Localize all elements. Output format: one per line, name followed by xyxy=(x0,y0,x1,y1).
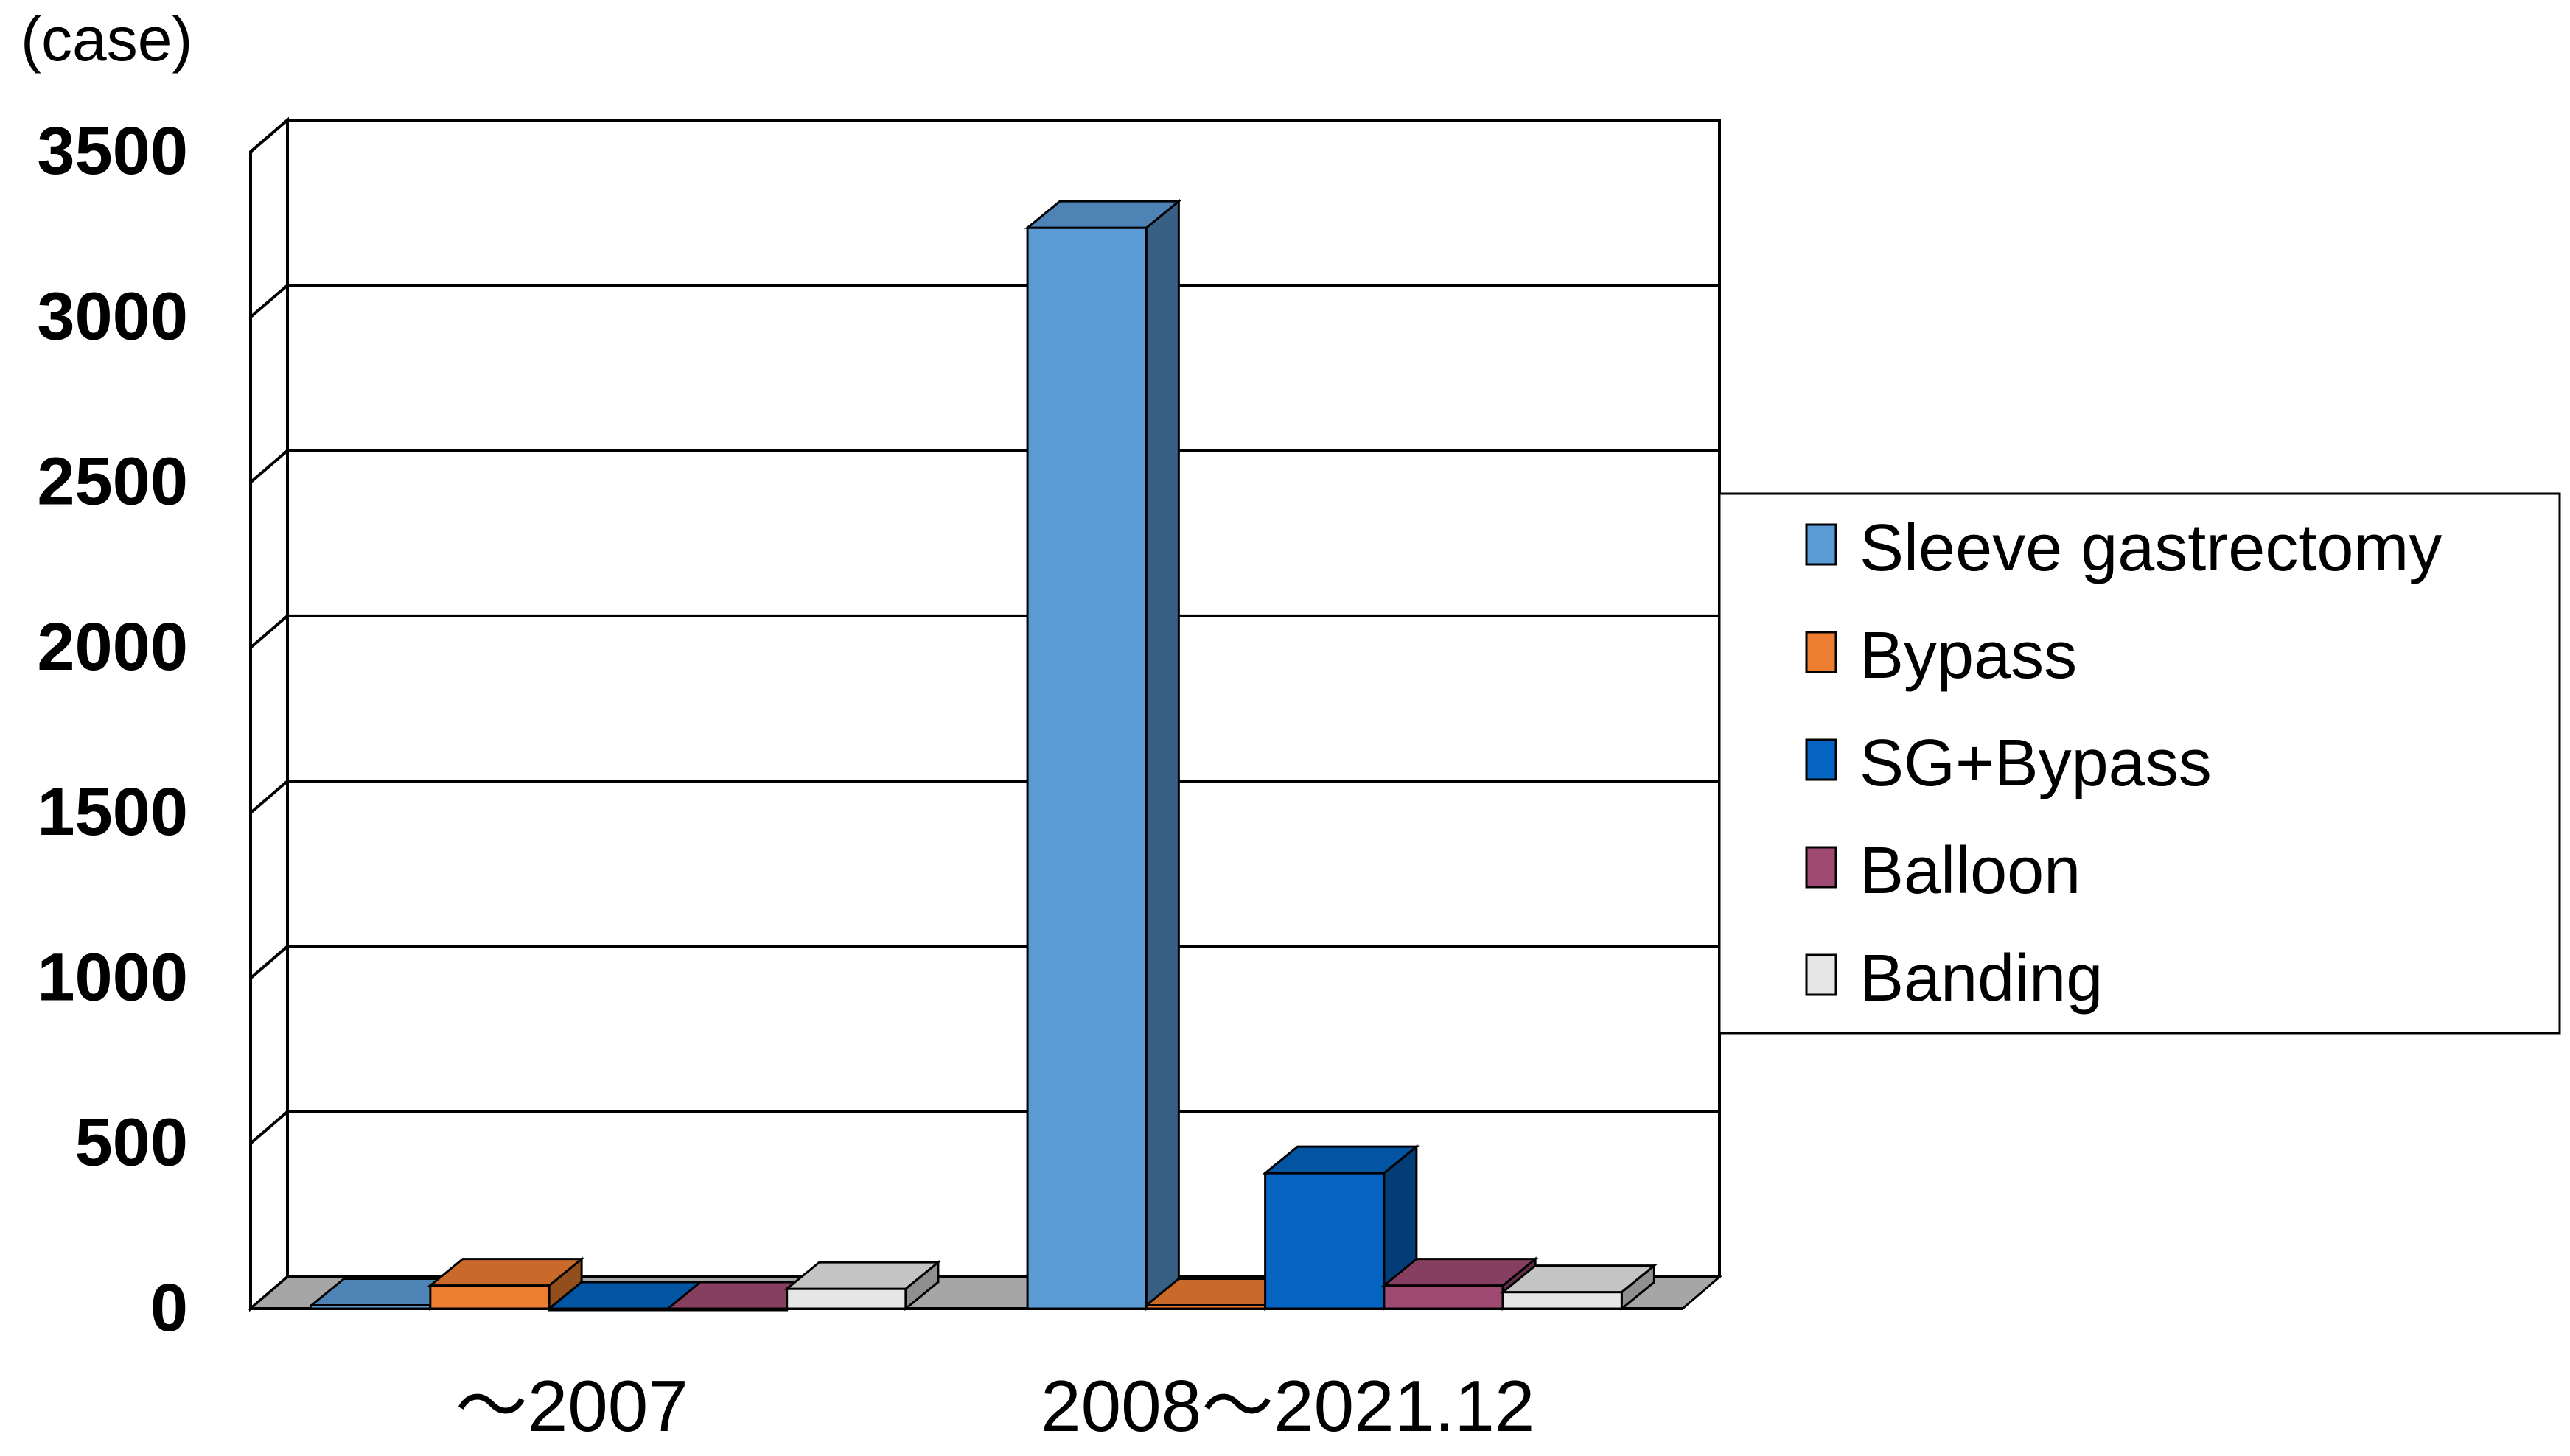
x-category-label: ～2007 xyxy=(455,1365,688,1446)
bar-front xyxy=(1501,1291,1623,1310)
bar-top xyxy=(1499,1264,1658,1294)
bar-side xyxy=(1145,199,1180,1312)
gridline xyxy=(249,119,1719,153)
bar xyxy=(1024,199,1182,1312)
gridline xyxy=(249,284,1719,318)
y-tick-label: 3500 xyxy=(37,113,188,189)
legend-box xyxy=(1718,492,2561,1035)
bar-top xyxy=(1262,1145,1420,1175)
plot-area xyxy=(249,116,1721,1312)
y-axis-unit-label: (case) xyxy=(21,4,192,74)
legend-swatch xyxy=(1805,523,1837,566)
gridline xyxy=(249,614,1719,649)
legend-label: Balloon xyxy=(1860,834,2081,908)
back-wall xyxy=(286,119,1721,1278)
y-tick-label: 3000 xyxy=(37,279,188,354)
legend-label: Banding xyxy=(1860,942,2103,1015)
bar-front xyxy=(429,1284,551,1310)
bar xyxy=(1262,1144,1420,1312)
gridline xyxy=(249,945,1719,979)
bar-front xyxy=(1383,1284,1504,1310)
legend-label: Sleeve gastrectomy xyxy=(1860,511,2442,585)
y-tick-label: 0 xyxy=(150,1270,188,1345)
gridline xyxy=(249,449,1719,484)
legend-label: Bypass xyxy=(1860,619,2077,693)
bars xyxy=(308,199,1658,1312)
legend-swatch xyxy=(1805,953,1837,996)
y-tick-label: 500 xyxy=(75,1105,189,1180)
y-tick-label: 2000 xyxy=(37,609,188,685)
gridline xyxy=(249,1110,1719,1145)
x-axis: ～2007 2008～2021.12 xyxy=(455,1365,1535,1446)
gridline xyxy=(249,780,1719,814)
legend-swatch xyxy=(1805,631,1837,673)
legend-label: SG+Bypass xyxy=(1860,727,2212,800)
bar-front xyxy=(786,1287,907,1310)
bar-top xyxy=(1380,1258,1539,1287)
y-tick-label: 1000 xyxy=(37,939,188,1015)
bar xyxy=(783,1259,942,1312)
legend-swatch xyxy=(1805,846,1837,889)
x-category-label: 2008～2021.12 xyxy=(1041,1365,1534,1446)
y-tick-label: 1500 xyxy=(37,774,188,850)
bar-front xyxy=(1264,1172,1386,1310)
bar xyxy=(1499,1263,1658,1312)
bar xyxy=(427,1256,585,1312)
y-axis: 0 500 1000 1500 2000 2500 3000 3500 xyxy=(37,113,188,1345)
y-tick-label: 2500 xyxy=(37,444,188,519)
legend-swatch xyxy=(1805,738,1837,781)
gridlines xyxy=(249,119,1719,1310)
bar-front xyxy=(1026,226,1148,1310)
side-wall xyxy=(249,116,289,1312)
legend: Sleeve gastrectomy Bypass SG+Bypass Balloon… xyxy=(1718,492,2561,1035)
bar-top xyxy=(427,1258,585,1287)
bar-top xyxy=(783,1261,942,1290)
bar-top xyxy=(1024,200,1182,229)
